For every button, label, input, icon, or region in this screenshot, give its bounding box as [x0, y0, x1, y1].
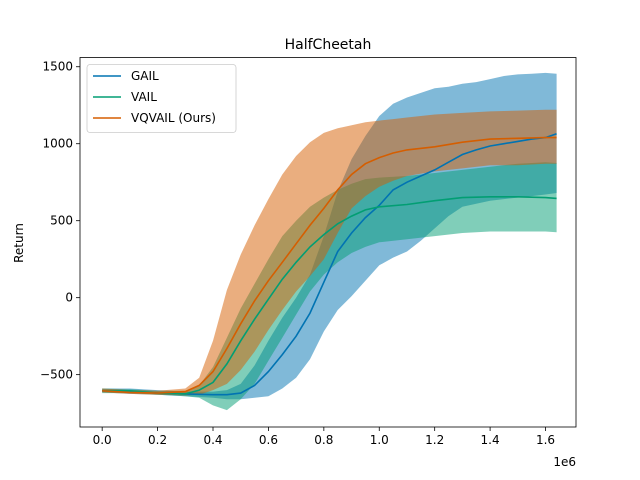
x-axis-ticks: 0.0 0.2 0.4 0.6 0.8 1.0 1.2 1.4 1.6: [93, 427, 555, 447]
legend-label-0: GAIL: [131, 69, 159, 83]
series-line-1: [102, 196, 557, 395]
x-tick-label: 1.4: [481, 433, 500, 447]
x-tick-label: 0.4: [203, 433, 222, 447]
x-tick-label: 1.6: [536, 433, 555, 447]
y-axis-label: Return: [12, 223, 26, 263]
x-tick-label: 0.6: [259, 433, 278, 447]
x-tick-label: 0.2: [148, 433, 167, 447]
y-axis-ticks: −500 0 500 1000 1500: [40, 60, 80, 382]
y-tick-label: 1500: [42, 60, 73, 74]
x-tick-label: 0.8: [314, 433, 333, 447]
legend: GAIL VAIL VQVAIL (Ours): [86, 64, 237, 133]
series-lines: [102, 132, 557, 396]
y-tick-label: 1000: [42, 137, 73, 151]
y-tick-label: 0: [65, 291, 73, 305]
x-tick-label: 1.2: [425, 433, 444, 447]
x-tick-label: 1.0: [370, 433, 389, 447]
series-line-0: [102, 132, 557, 396]
legend-label-2: VQVAIL (Ours): [131, 111, 216, 125]
band-1: [102, 162, 557, 411]
legend-label-1: VAIL: [131, 90, 157, 104]
x-tick-label: 0.0: [93, 433, 112, 447]
x-axis-offset-label: 1e6: [553, 455, 576, 469]
legend-box: [86, 64, 237, 133]
y-tick-label: 500: [50, 214, 73, 228]
series-line-2: [102, 136, 557, 394]
y-tick-label: −500: [40, 368, 73, 382]
plot-frame: [79, 57, 577, 428]
chart-title: HalfCheetah: [285, 37, 372, 53]
